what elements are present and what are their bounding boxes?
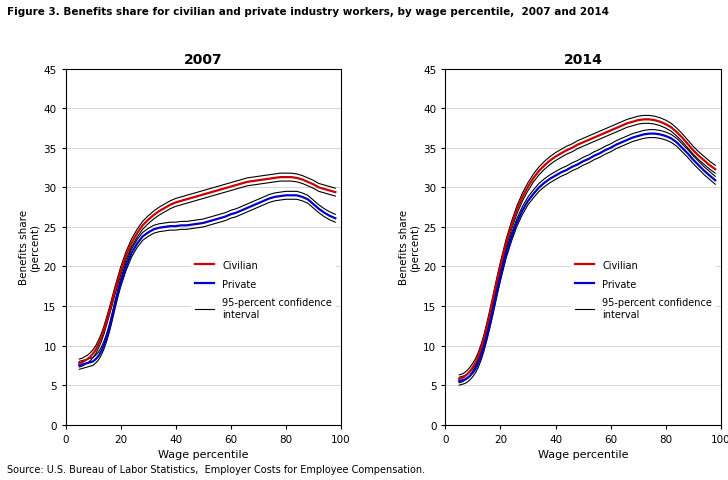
Legend: Civilian, Private, 95-percent confidence
interval: Civilian, Private, 95-percent confidence…	[191, 256, 336, 323]
X-axis label: Wage percentile: Wage percentile	[158, 449, 248, 459]
Text: Source: U.S. Bureau of Labor Statistics,  Employer Costs for Employee Compensati: Source: U.S. Bureau of Labor Statistics,…	[7, 464, 425, 474]
X-axis label: Wage percentile: Wage percentile	[538, 449, 628, 459]
Title: 2007: 2007	[184, 53, 223, 67]
Title: 2014: 2014	[563, 53, 603, 67]
Y-axis label: Benefits share
(percent): Benefits share (percent)	[399, 210, 420, 285]
Y-axis label: Benefits share
(percent): Benefits share (percent)	[19, 210, 41, 285]
Legend: Civilian, Private, 95-percent confidence
interval: Civilian, Private, 95-percent confidence…	[571, 256, 716, 323]
Text: Figure 3. Benefits share for civilian and private industry workers, by wage perc: Figure 3. Benefits share for civilian an…	[7, 7, 609, 17]
